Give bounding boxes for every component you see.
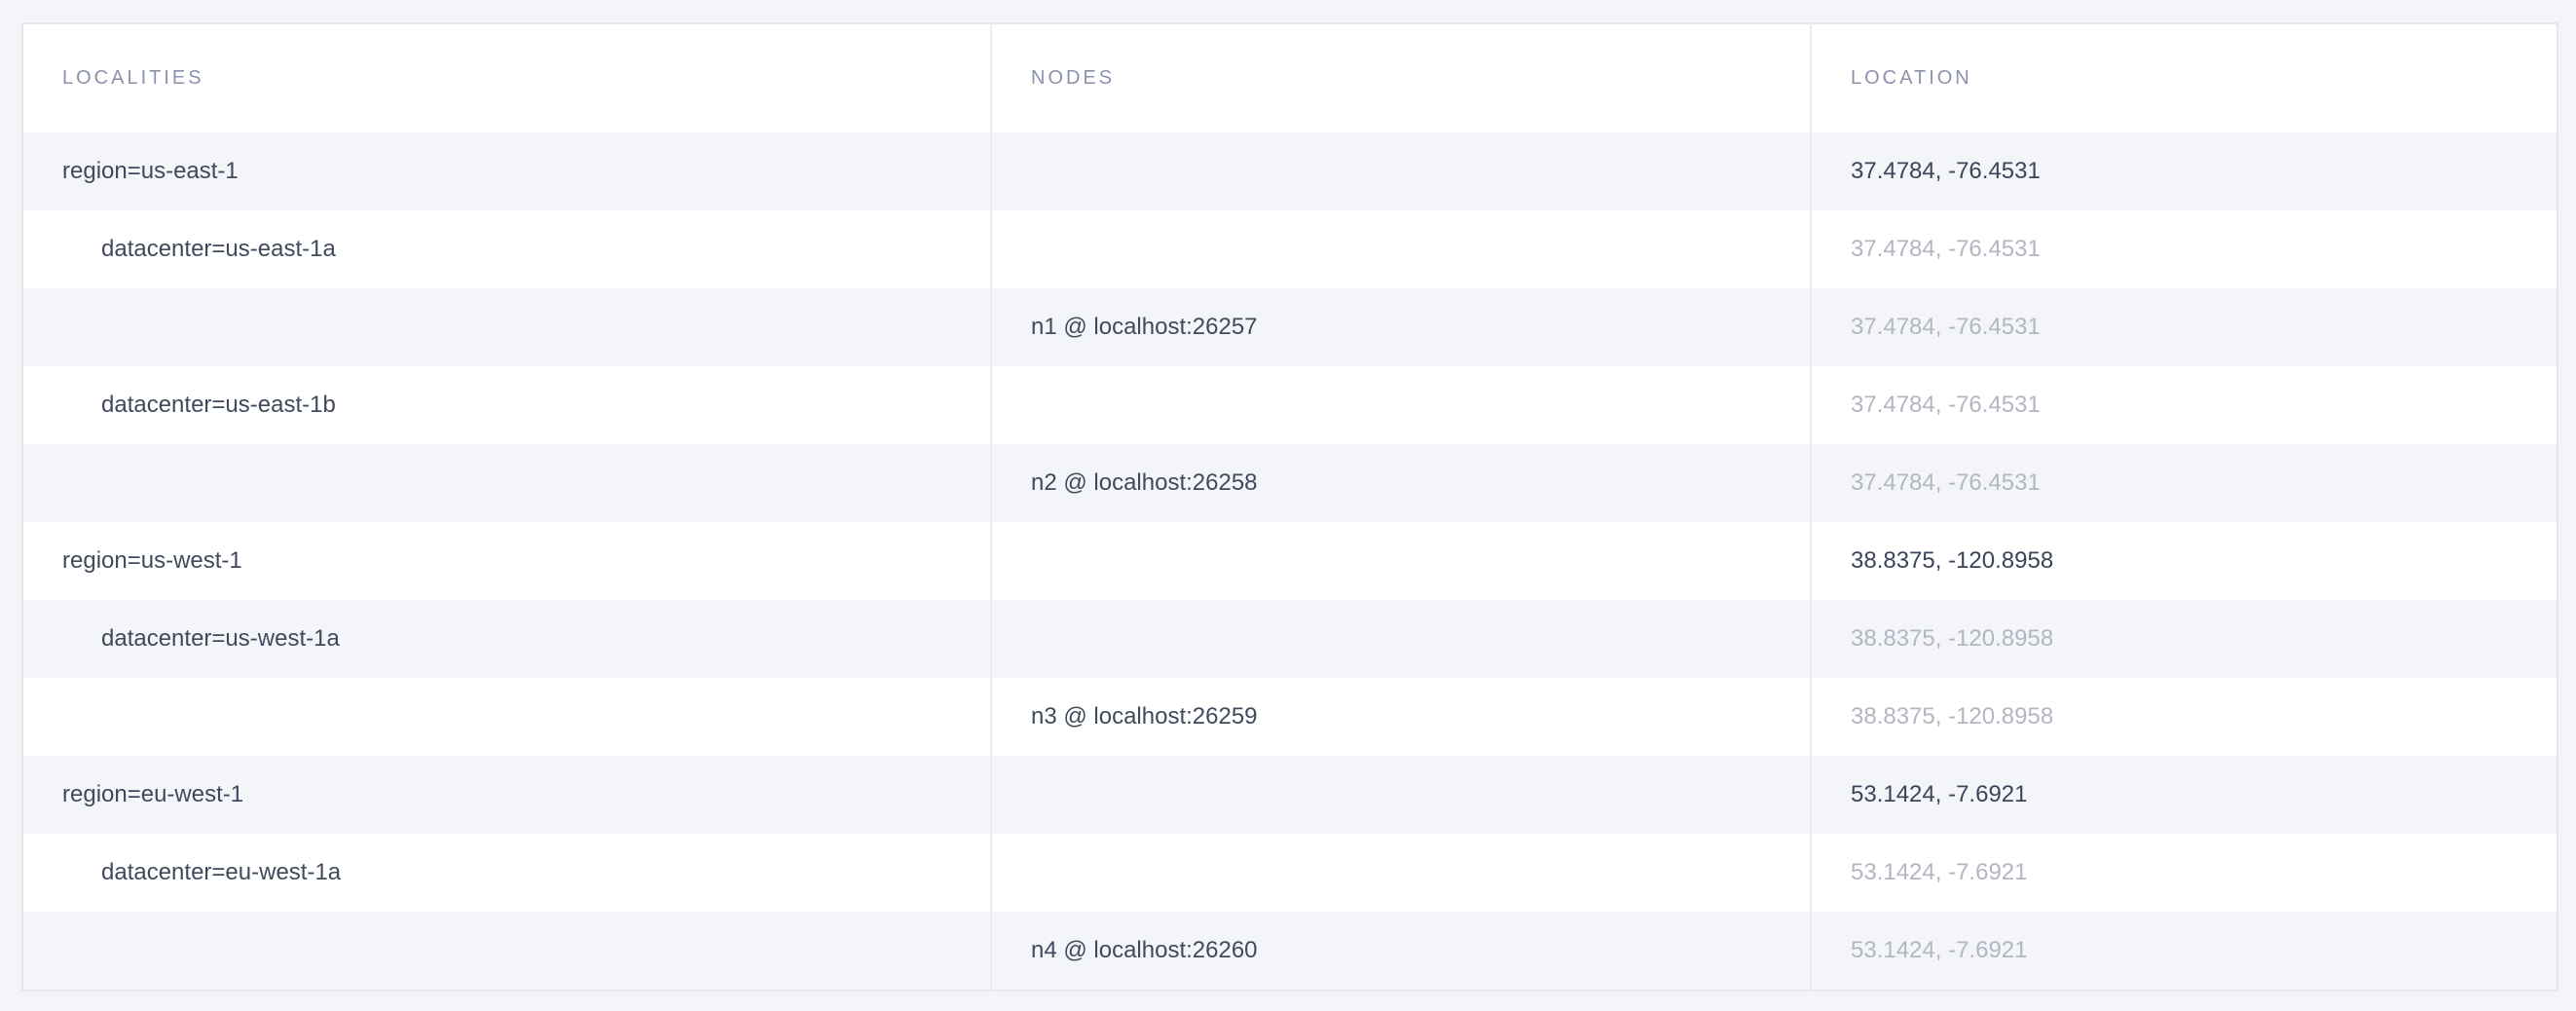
locality-cell: datacenter=us-east-1a: [22, 210, 992, 288]
locality-cell: region=us-east-1: [22, 132, 992, 210]
location-cell: 53.1424, -7.6921: [1811, 912, 2558, 991]
locality-cell: datacenter=us-west-1a: [22, 600, 992, 678]
table-row: datacenter=us-east-1b 37.4784, -76.4531: [22, 366, 2558, 444]
location-cell: 38.8375, -120.8958: [1811, 678, 2558, 756]
table-row: n4 @ localhost:26260 53.1424, -7.6921: [22, 912, 2558, 991]
locality-cell: [22, 678, 992, 756]
locality-cell: region=eu-west-1: [22, 756, 992, 834]
location-cell: 37.4784, -76.4531: [1811, 444, 2558, 522]
locality-cell: datacenter=eu-west-1a: [22, 834, 992, 912]
location-cell: 37.4784, -76.4531: [1811, 132, 2558, 210]
location-cell: 38.8375, -120.8958: [1811, 522, 2558, 600]
node-cell: [991, 132, 1812, 210]
node-cell: n4 @ localhost:26260: [991, 912, 1812, 991]
location-cell: 53.1424, -7.6921: [1811, 834, 2558, 912]
location-cell: 38.8375, -120.8958: [1811, 600, 2558, 678]
node-cell: [991, 834, 1812, 912]
table-row: datacenter=eu-west-1a 53.1424, -7.6921: [22, 834, 2558, 912]
location-cell: 37.4784, -76.4531: [1811, 366, 2558, 444]
location-cell: 53.1424, -7.6921: [1811, 756, 2558, 834]
table-row: n2 @ localhost:26258 37.4784, -76.4531: [22, 444, 2558, 522]
table-row: region=us-west-1 38.8375, -120.8958: [22, 522, 2558, 600]
locality-cell: [22, 444, 992, 522]
node-cell: [991, 366, 1812, 444]
node-cell: n3 @ localhost:26259: [991, 678, 1812, 756]
table-row: region=us-east-1 37.4784, -76.4531: [22, 132, 2558, 210]
location-cell: 37.4784, -76.4531: [1811, 210, 2558, 288]
localities-table: LOCALITIES NODES LOCATION region=us-east…: [21, 22, 2558, 992]
header-row: LOCALITIES NODES LOCATION: [22, 23, 2558, 132]
column-header-location: LOCATION: [1811, 23, 2558, 132]
table-row: n1 @ localhost:26257 37.4784, -76.4531: [22, 288, 2558, 366]
column-header-nodes: NODES: [991, 23, 1812, 132]
node-cell: n2 @ localhost:26258: [991, 444, 1812, 522]
column-header-localities: LOCALITIES: [22, 23, 992, 132]
node-cell: [991, 522, 1812, 600]
location-cell: 37.4784, -76.4531: [1811, 288, 2558, 366]
node-cell: n1 @ localhost:26257: [991, 288, 1812, 366]
locality-cell: region=us-west-1: [22, 522, 992, 600]
table-row: datacenter=us-west-1a 38.8375, -120.8958: [22, 600, 2558, 678]
table-row: n3 @ localhost:26259 38.8375, -120.8958: [22, 678, 2558, 756]
locality-cell: [22, 288, 992, 366]
table-row: datacenter=us-east-1a 37.4784, -76.4531: [22, 210, 2558, 288]
node-cell: [991, 756, 1812, 834]
node-cell: [991, 600, 1812, 678]
table-row: region=eu-west-1 53.1424, -7.6921: [22, 756, 2558, 834]
locality-cell: datacenter=us-east-1b: [22, 366, 992, 444]
node-cell: [991, 210, 1812, 288]
locality-cell: [22, 912, 992, 991]
